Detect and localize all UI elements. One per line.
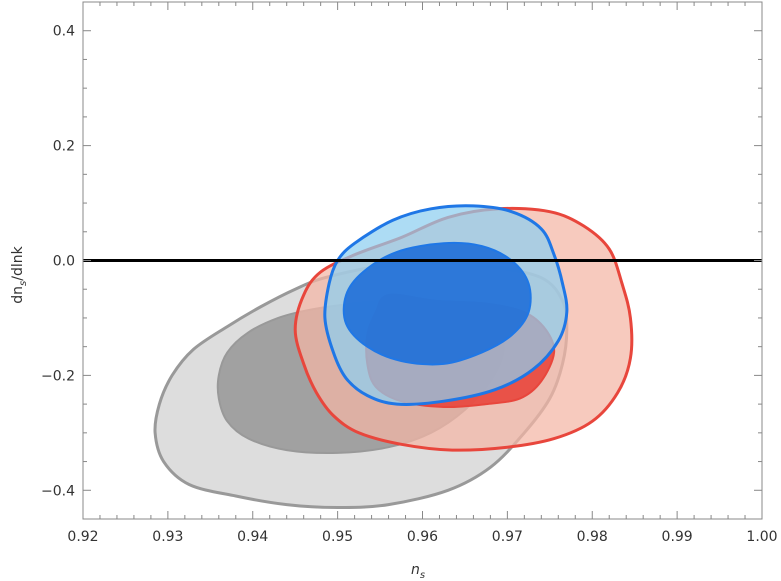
contour-layer bbox=[153, 204, 634, 509]
y-tick-label: 0.4 bbox=[53, 24, 75, 40]
x-tick-label: 1.00 bbox=[746, 529, 777, 545]
y-tick-label: 0.2 bbox=[53, 139, 75, 155]
y-tick-labels: 0.4 0.2 0.0 −0.2 −0.4 bbox=[41, 24, 75, 500]
x-axis-label-main: n bbox=[411, 562, 420, 578]
y-axis-label: dns/dlnk bbox=[10, 245, 29, 303]
x-tick-label: 0.97 bbox=[492, 529, 523, 545]
x-tick-label: 0.94 bbox=[237, 529, 268, 545]
x-tick-label: 0.99 bbox=[662, 529, 693, 545]
x-tick-label: 0.98 bbox=[577, 529, 608, 545]
y-tick-label: 0.0 bbox=[53, 254, 75, 270]
x-axis-label-subscript: s bbox=[420, 570, 425, 581]
y-axis-label-main: dn bbox=[10, 286, 26, 304]
contour-68-region-3 bbox=[342, 241, 532, 366]
y-axis-label-subscript: s bbox=[18, 281, 29, 286]
x-tick-label: 0.92 bbox=[67, 529, 98, 545]
x-tick-labels: 0.92 0.93 0.94 0.95 0.96 0.97 0.98 0.99 1.00 bbox=[67, 529, 777, 545]
x-tick-label: 0.96 bbox=[407, 529, 438, 545]
y-axis-label-tail: /dlnk bbox=[10, 245, 26, 280]
contour-series-3 bbox=[323, 204, 569, 406]
x-tick-label: 0.95 bbox=[322, 529, 353, 545]
y-tick-label: −0.2 bbox=[41, 368, 75, 384]
x-axis-label: ns bbox=[411, 562, 425, 581]
axis-ticks bbox=[82, 1, 763, 520]
y-tick-label: −0.4 bbox=[41, 483, 75, 499]
x-tick-label: 0.93 bbox=[152, 529, 183, 545]
